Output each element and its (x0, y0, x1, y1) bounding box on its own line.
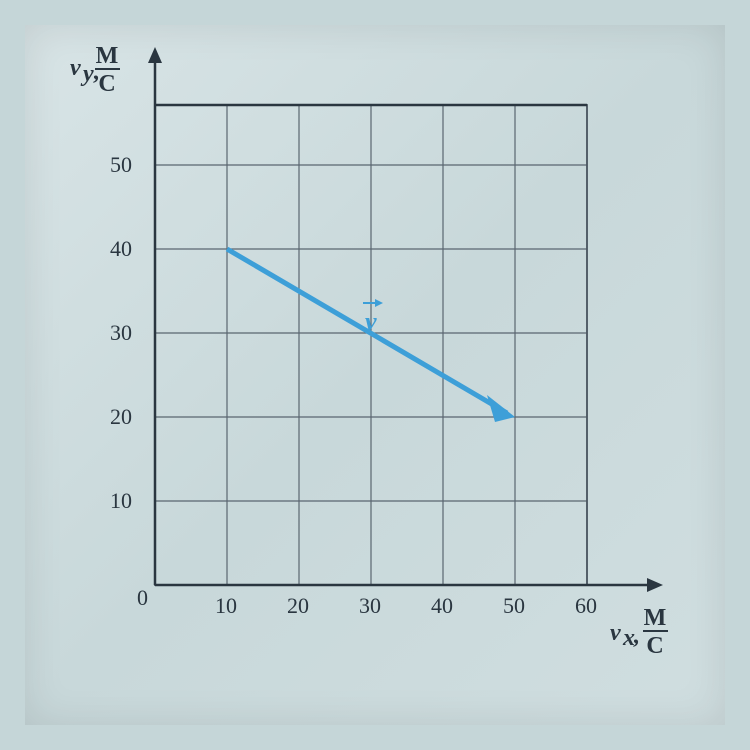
x-axis-var: v (610, 620, 621, 646)
x-tick-30: 30 (359, 593, 381, 618)
x-axis-den: C (646, 633, 663, 659)
grid-vertical (227, 105, 587, 585)
y-axis-var: v (70, 55, 81, 81)
x-tick-20: 20 (287, 593, 309, 618)
x-tick-60: 60 (575, 593, 597, 618)
y-axis-sub: y (80, 61, 94, 87)
y-tick-10: 10 (110, 488, 132, 513)
x-axis-arrow (647, 578, 663, 592)
vector-label-group: v (363, 299, 383, 336)
vector-chart: v 10 20 30 40 50 10 20 30 40 50 60 (155, 105, 655, 645)
y-tick-50: 50 (110, 152, 132, 177)
x-tick-50: 50 (503, 593, 525, 618)
origin-label: 0 (137, 585, 148, 610)
photo-frame: v 10 20 30 40 50 10 20 30 40 50 60 (25, 25, 725, 725)
y-axis-num: M (96, 43, 119, 69)
y-tick-40: 40 (110, 236, 132, 261)
chart-svg: v 10 20 30 40 50 10 20 30 40 50 60 (155, 105, 655, 645)
x-tick-labels: 10 20 30 40 50 60 (215, 593, 597, 618)
y-axis-label-group: v y , M C (70, 43, 120, 97)
vector-label-text: v (365, 307, 377, 336)
x-axis-label-group: v x , M C (610, 605, 668, 659)
y-tick-30: 30 (110, 320, 132, 345)
vector-arrowhead (487, 395, 515, 422)
x-axis-num: M (644, 605, 667, 631)
x-tick-40: 40 (431, 593, 453, 618)
y-tick-20: 20 (110, 404, 132, 429)
vector-label-arrow-head (375, 299, 383, 307)
y-axis-arrow (148, 47, 162, 63)
y-tick-labels: 10 20 30 40 50 (110, 152, 132, 513)
x-axis-comma: , (633, 623, 639, 649)
y-axis-den: C (98, 71, 115, 97)
x-tick-10: 10 (215, 593, 237, 618)
